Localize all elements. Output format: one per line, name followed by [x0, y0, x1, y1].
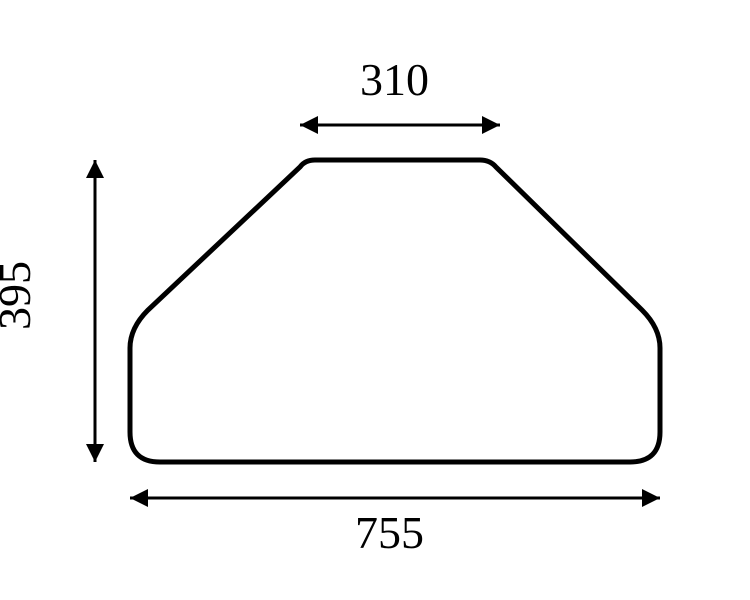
dimension-bottom: 755 [130, 489, 660, 558]
part-outline [130, 160, 660, 462]
dimension-left-label: 395 [0, 261, 40, 330]
dimension-diagram: 310 395 755 [0, 0, 750, 600]
dimension-left: 395 [0, 160, 104, 462]
dimension-top-label: 310 [360, 54, 429, 105]
dimension-bottom-label: 755 [355, 507, 424, 558]
dimension-top: 310 [300, 54, 500, 134]
